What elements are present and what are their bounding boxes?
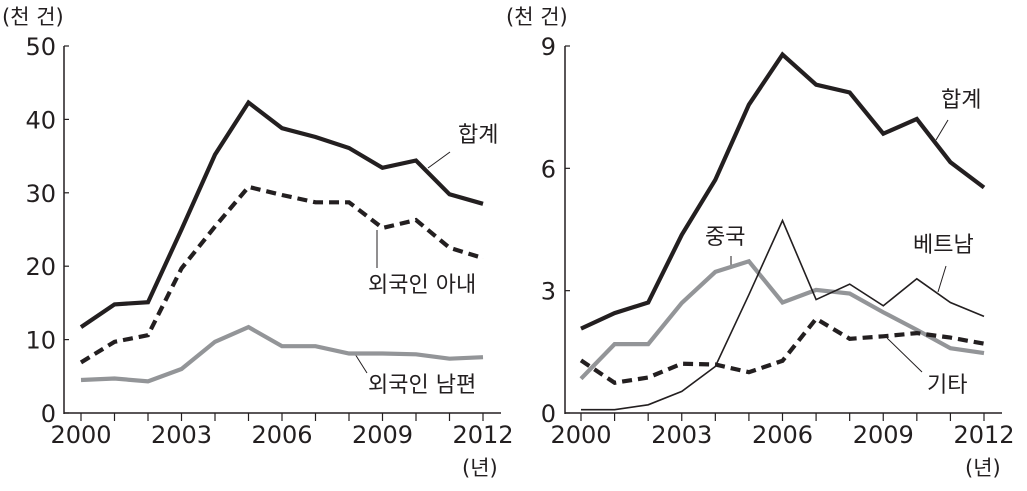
y-tick-label: 9 [541,33,556,61]
label-total-left: 합계 [458,123,498,148]
x-tick-label: 2012 [452,421,513,449]
x-tick-label: 2006 [251,421,312,449]
x-tick-label: 2012 [953,421,1014,449]
x-tick-label: 2000 [550,421,611,449]
y-tick-label: 20 [25,253,56,281]
series-line-3 [581,319,984,383]
leader-other [887,338,922,372]
leader-total-right [936,120,948,140]
left-chart-panel: (천 건) (년) 합계 외국인 아내 외국인 남편 0102030405020… [2,5,514,480]
x-tick-label: 2000 [50,421,111,449]
y-tick-label: 10 [25,327,56,355]
leader-foreign-husband [355,354,367,373]
y-tick-label: 40 [25,106,56,134]
y-tick-label: 30 [25,180,56,208]
x-tick-label: 2003 [651,421,712,449]
series-line-0 [581,55,984,329]
y-tick-label: 50 [25,33,56,61]
left-x-unit-label: (년) [462,456,498,480]
right-y-unit-label: (천 건) [506,5,568,29]
left-y-unit-label: (천 건) [2,5,64,29]
label-total-right: 합계 [941,88,981,113]
y-tick-label: 6 [541,155,556,183]
right-x-unit-label: (년) [965,456,1001,480]
x-tick-label: 2003 [151,421,212,449]
y-tick-label: 3 [541,278,556,306]
x-tick-label: 2006 [752,421,813,449]
label-vietnam: 베트남 [913,233,974,258]
x-tick-label: 2009 [352,421,413,449]
leader-vietnam [938,266,946,292]
x-tick-label: 2009 [853,421,914,449]
label-foreign-husband: 외국인 남편 [368,373,476,398]
label-foreign-wife: 외국인 아내 [368,273,476,298]
label-china: 중국 [705,225,745,250]
leader-total-left [428,152,450,168]
label-other: 기타 [927,373,967,398]
